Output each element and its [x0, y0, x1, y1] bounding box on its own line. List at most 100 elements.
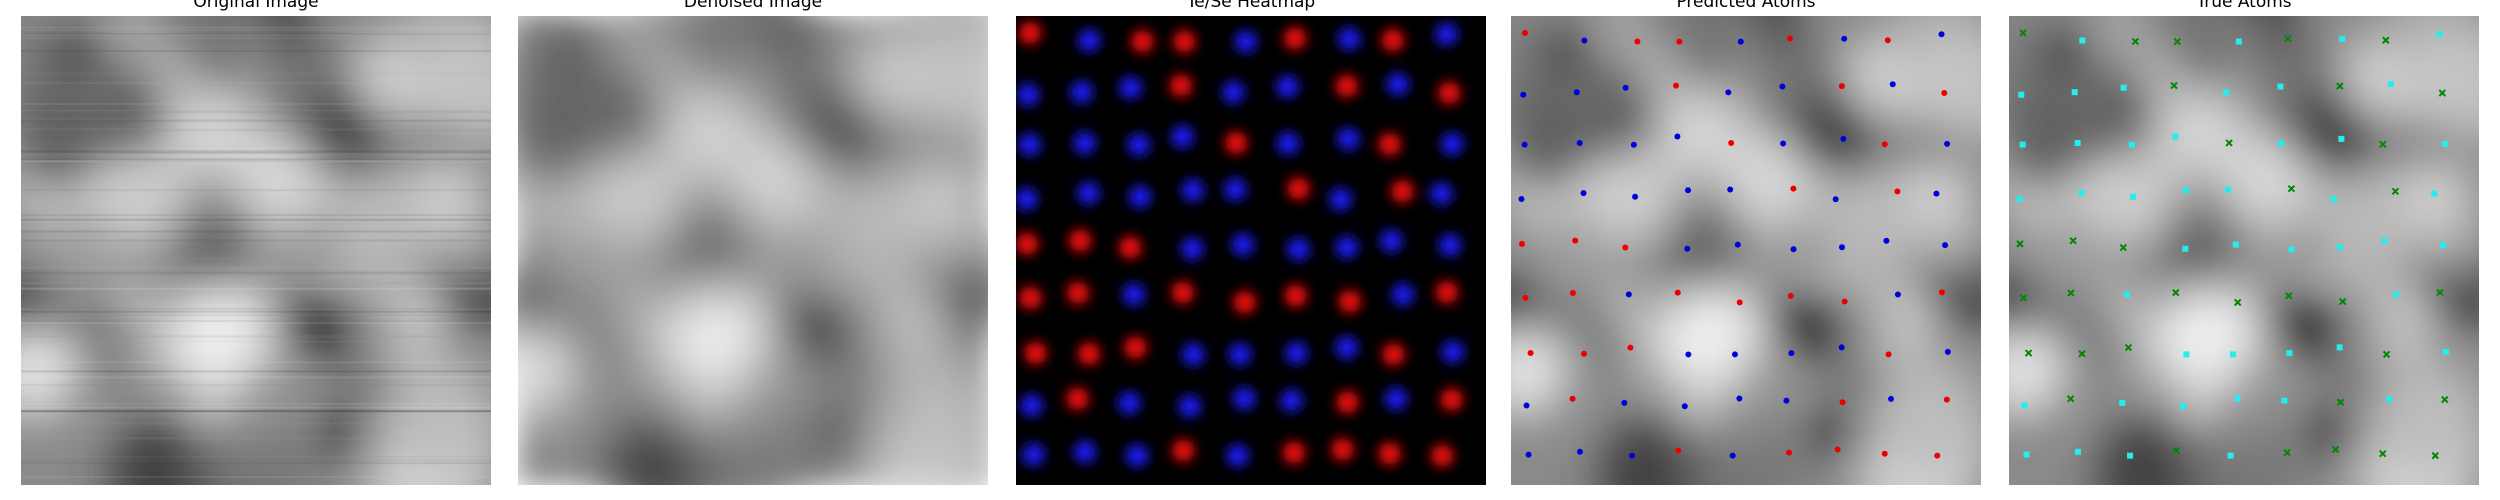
predicted-atom: [1625, 291, 1632, 298]
heatmap-blob: [1431, 444, 1454, 467]
predicted-atom: [1933, 190, 1940, 197]
true-atom: [2127, 452, 2134, 459]
scan-line: [21, 189, 491, 192]
heatmap-blob: [1066, 387, 1089, 410]
true-atom: [2130, 193, 2137, 200]
true-atom: [2277, 83, 2284, 90]
predicted-atom: [1737, 38, 1744, 45]
true-atom: [2170, 81, 2178, 90]
true-atom: [2441, 395, 2449, 404]
predicted-atom: [1736, 395, 1743, 402]
heatmap-blob: [1119, 76, 1142, 99]
scan-line: [21, 218, 491, 221]
scan-line: [21, 158, 491, 161]
true-atom: [2179, 403, 2186, 410]
predicted-atom: [1834, 446, 1841, 453]
heatmap-blob: [1127, 133, 1150, 156]
scan-line: [21, 308, 491, 311]
scan-line: [21, 129, 491, 132]
predicted-atom: [1632, 193, 1639, 200]
predicted-atom: [1621, 399, 1628, 406]
scan-line: [21, 214, 491, 217]
panel-title: Original Image: [193, 0, 318, 12]
heatmap-blob: [1338, 290, 1361, 313]
heatmap-blob: [1335, 336, 1358, 359]
heatmap-blob: [1231, 233, 1254, 256]
scan-line: [21, 270, 491, 273]
heatmap-blob: [1382, 343, 1405, 366]
true-atom: [2120, 84, 2127, 91]
predicted-atom: [1727, 186, 1734, 193]
heatmap-blob: [1066, 281, 1089, 304]
predicted-atom: [1675, 447, 1682, 454]
heatmap-blob: [1439, 234, 1462, 257]
predicted-atom: [1523, 402, 1530, 409]
true-atom: [2385, 395, 2392, 402]
scan-line: [21, 230, 491, 233]
heatmap-blob: [1335, 236, 1358, 259]
heatmap-blob: [1276, 75, 1299, 98]
scan-line: [21, 422, 491, 425]
predicted-atom: [1840, 135, 1847, 142]
true-atom: [2438, 89, 2446, 97]
predicted-atom: [1938, 289, 1945, 296]
predicted-atom: [1681, 403, 1688, 410]
true-atom: [2182, 245, 2189, 252]
predicted-atom: [1725, 89, 1732, 96]
scan-line: [21, 476, 491, 479]
predicted-atom: [1581, 37, 1588, 44]
scan-line: [21, 151, 491, 154]
true-atom: [2392, 291, 2399, 298]
heatmap-blob: [1441, 340, 1464, 363]
scan-line: [21, 82, 491, 85]
scan-line: [21, 410, 491, 413]
true-atom: [2067, 289, 2075, 297]
scan-line: [21, 282, 491, 285]
scan-line: [21, 72, 491, 75]
scan-line: [21, 376, 491, 379]
scan-line: [21, 160, 491, 163]
panel-title: Predicted Atoms: [1676, 0, 1815, 12]
heatmap-blob: [1224, 178, 1247, 201]
true-atom: [2078, 350, 2086, 358]
heatmap-blob: [1287, 238, 1310, 261]
true-atom: [2074, 140, 2081, 147]
heatmap-blob: [1119, 236, 1142, 259]
scan-line: [21, 119, 491, 122]
heatmap-blob: [1069, 229, 1092, 252]
true-atom: [2278, 140, 2285, 147]
true-atom: [2172, 446, 2180, 455]
predicted-atom: [1894, 291, 1901, 298]
true-atom: [2379, 450, 2387, 458]
predicted-atom: [1838, 83, 1845, 90]
scan-line: [21, 410, 491, 413]
heatmap-blob: [1435, 23, 1458, 46]
predicted-atom: [1786, 449, 1793, 456]
scan-line: [21, 406, 491, 409]
scan-line: [21, 437, 491, 440]
true-atom: [2229, 351, 2236, 358]
predicted-atom: [1674, 289, 1681, 296]
scan-line: [21, 462, 491, 465]
scan-line: [21, 160, 491, 163]
true-atom: [2387, 81, 2394, 88]
heatmap-blob: [1073, 440, 1096, 463]
heatmap-blob: [1335, 75, 1358, 98]
predicted-atom: [1734, 241, 1741, 248]
heatmap-blob: [1017, 83, 1040, 106]
heatmap-blob: [1391, 180, 1414, 203]
panel-title: Te/Se Heatmap: [1186, 0, 1315, 12]
predicted-atom: [1634, 38, 1641, 45]
true-atom: [2119, 243, 2128, 252]
heatmap-blob: [1380, 229, 1403, 252]
true-atom: [2183, 351, 2190, 358]
true-atom: [2225, 186, 2232, 193]
predicted-atom: [1573, 89, 1580, 96]
true-atom: [2286, 350, 2293, 357]
predicted-atom: [1887, 395, 1894, 402]
heatmap-blob: [1018, 133, 1041, 156]
predicted-atom: [1881, 141, 1888, 148]
scan-line: [21, 37, 491, 40]
heatmap-blob: [1131, 30, 1154, 53]
scan-line: [21, 239, 491, 242]
